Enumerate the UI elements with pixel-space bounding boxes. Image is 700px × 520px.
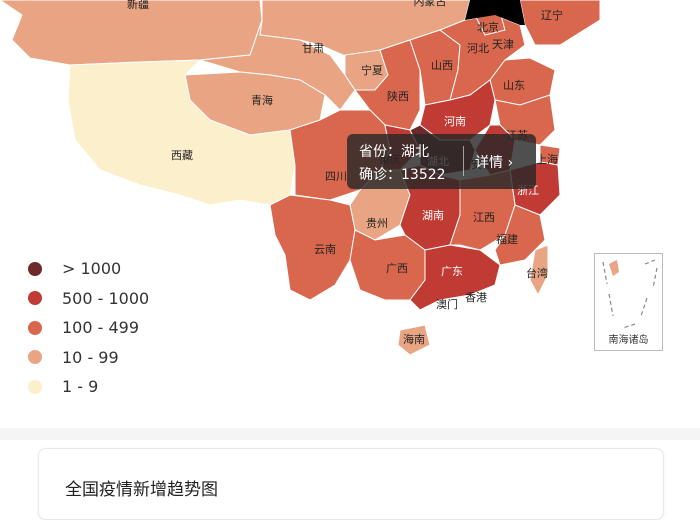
tooltip-confirmed-row: 确诊：13522 — [359, 164, 446, 184]
legend-item[interactable]: 1 - 9 — [28, 372, 149, 402]
legend-label: 1 - 9 — [62, 377, 99, 397]
province-label: 北京 — [477, 20, 499, 34]
legend-item[interactable]: 10 - 99 — [28, 343, 149, 373]
legend-swatch — [28, 320, 42, 335]
province-label: 四川 — [325, 170, 347, 183]
province-label: 贵州 — [366, 217, 388, 230]
china-map: 新疆内蒙古甘肃宁夏青海西藏陕西山西北京天津河北辽宁山东河南江苏安徽上海浙江四川重… — [0, 0, 601, 356]
legend-label: 100 - 499 — [62, 318, 140, 338]
province-label: 辽宁 — [541, 8, 563, 22]
tooltip-separator — [463, 146, 464, 176]
tooltip-detail-link[interactable]: 详情 › — [475, 152, 513, 172]
province-label: 广西 — [386, 262, 408, 275]
province-label: 香港 — [465, 291, 487, 304]
tooltip-confirmed-label: 确诊： — [359, 167, 401, 183]
province-label: 天津 — [492, 38, 514, 51]
province-guangdong[interactable] — [409, 244, 501, 311]
province-label: 西藏 — [171, 149, 193, 162]
section-divider — [0, 428, 700, 440]
province-label: 广东 — [441, 265, 463, 278]
legend-item[interactable]: 500 - 1000 — [28, 284, 149, 314]
inset-label: 南海诸岛 — [608, 335, 649, 346]
province-label: 新疆 — [127, 0, 149, 11]
province-tooltip: 省份：湖北 确诊：13522 详情 › — [347, 134, 536, 189]
province-label: 河南 — [444, 115, 466, 128]
province-label: 河北 — [467, 42, 489, 55]
trend-card-title: 全国疫情新增趋势图 — [65, 480, 218, 500]
legend-label: 500 - 1000 — [62, 288, 150, 308]
legend-swatch — [28, 379, 42, 394]
tooltip-confirmed-value: 13522 — [401, 167, 446, 183]
province-label: 上海 — [536, 152, 558, 166]
province-label: 甘肃 — [302, 42, 324, 55]
province-label: 福建 — [496, 232, 518, 246]
province-label: 澳门 — [436, 297, 458, 311]
legend-swatch — [28, 350, 42, 365]
map-legend: > 1000 500 - 1000 100 - 499 10 - 99 1 - 9 — [28, 254, 149, 402]
legend-item[interactable]: > 1000 — [28, 254, 149, 284]
province-label: 青海 — [251, 93, 273, 107]
province-label: 江西 — [473, 211, 495, 224]
province-hainan[interactable] — [397, 324, 431, 356]
province-liaoning[interactable] — [519, 0, 601, 46]
legend-label: > 1000 — [62, 259, 122, 279]
tooltip-province-value: 湖北 — [401, 144, 429, 160]
province-label: 台湾 — [526, 266, 548, 280]
province-label: 陕西 — [387, 89, 409, 103]
province-label: 山东 — [503, 79, 525, 92]
province-yunnan[interactable] — [269, 194, 356, 301]
province-heilongjiang[interactable] — [465, 0, 525, 25]
province-taiwan[interactable] — [529, 244, 549, 297]
province-label: 山西 — [431, 59, 453, 72]
province-label: 宁夏 — [361, 63, 383, 77]
south-china-sea-dashes — [602, 259, 658, 329]
legend-swatch — [28, 291, 42, 306]
legend-item[interactable]: 100 - 499 — [28, 313, 149, 343]
legend-swatch — [28, 261, 42, 276]
province-label: 内蒙古 — [414, 0, 447, 8]
tooltip-province-row: 省份：湖北 — [359, 141, 429, 161]
tooltip-detail-label: 详情 — [475, 155, 503, 171]
province-label: 云南 — [314, 243, 336, 256]
chevron-right-icon: › — [507, 155, 514, 171]
south-china-sea-inset: 南海诸岛 — [594, 253, 663, 351]
legend-label: 10 - 99 — [62, 347, 119, 367]
province-label: 海南 — [403, 332, 425, 346]
province-label: 湖南 — [422, 209, 444, 222]
tooltip-province-label: 省份： — [359, 144, 401, 160]
trend-card[interactable]: 全国疫情新增趋势图 — [38, 448, 664, 520]
